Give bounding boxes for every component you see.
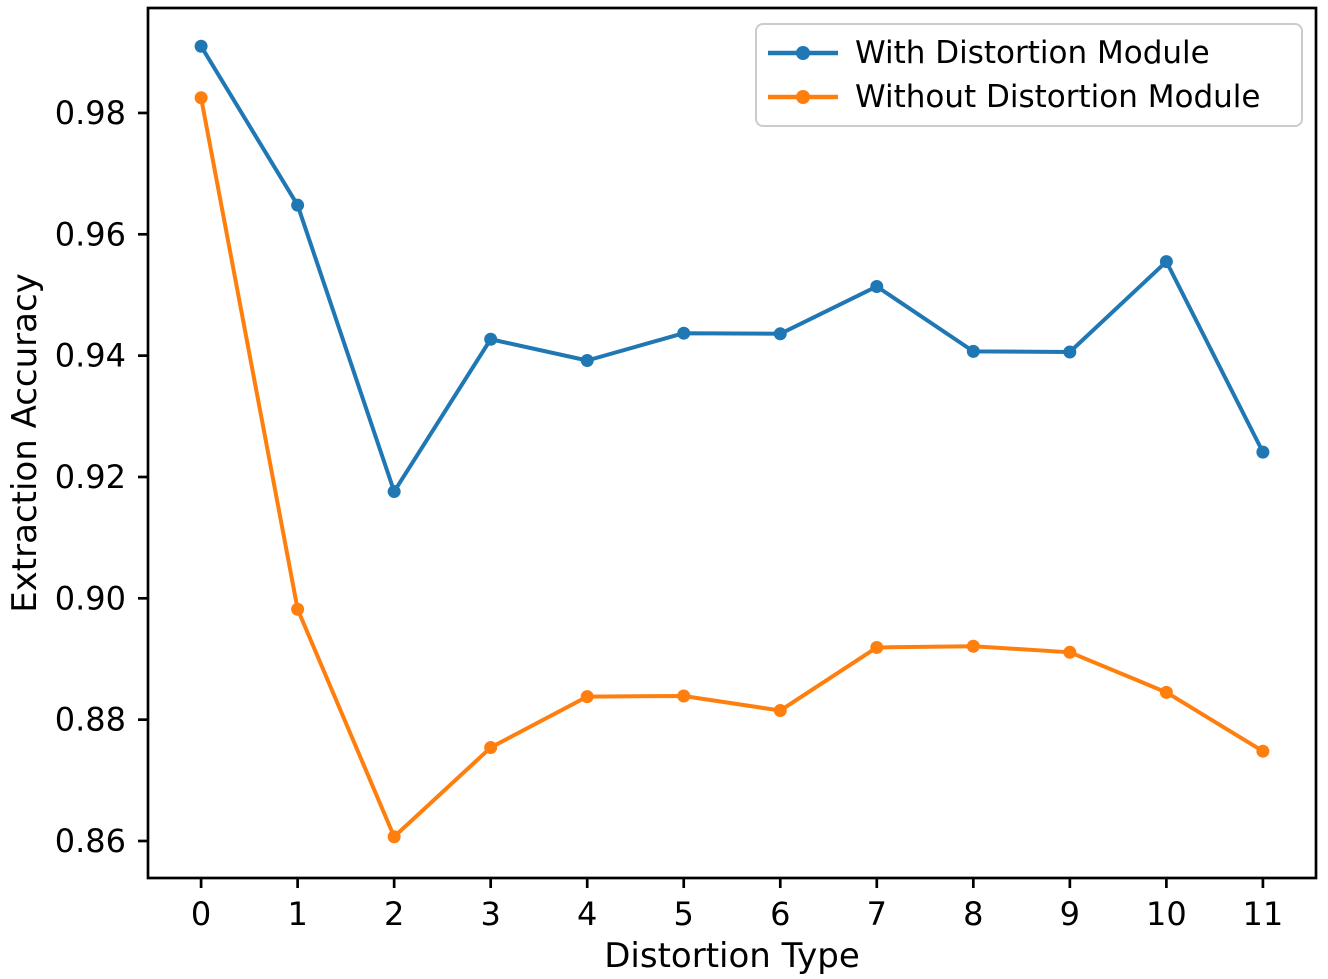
- series-line-with-distortion-module: [199, 44, 1265, 494]
- x-tick-label: 7: [867, 895, 887, 933]
- y-tick-label: 0.90: [55, 579, 126, 617]
- legend-item-without-distortion-module: Without Distortion Module: [765, 78, 1301, 115]
- x-tick-label: 0: [191, 895, 211, 933]
- data-point-without-distortion-module: [580, 690, 594, 704]
- data-point-with-distortion-module: [387, 485, 401, 499]
- y-tick-label: 0.88: [55, 701, 126, 739]
- x-tick-label: 9: [1060, 895, 1080, 933]
- legend-label: With Distortion Module: [855, 35, 1210, 72]
- data-point-without-distortion-module: [773, 704, 787, 718]
- data-point-without-distortion-module: [387, 830, 401, 844]
- y-tick-label: 0.92: [55, 458, 126, 496]
- data-point-without-distortion-module: [966, 639, 980, 653]
- series-line-without-distortion-module: [199, 95, 1265, 839]
- legend: With Distortion Module Without Distortio…: [755, 23, 1303, 127]
- data-point-with-distortion-module: [966, 344, 980, 358]
- x-tick-label: 4: [577, 895, 597, 933]
- x-tick-label: 10: [1146, 895, 1187, 933]
- y-axis-ticks: 0.86 0.88 0.90 0.92 0.94 0.96 0.98: [55, 94, 148, 860]
- data-point-without-distortion-module: [870, 640, 884, 654]
- data-point-without-distortion-module: [194, 91, 208, 105]
- x-axis-ticks: 0 1 2 3 4 5 6 7 8 9 10 11: [191, 878, 1283, 933]
- data-point-with-distortion-module: [194, 39, 208, 53]
- data-point-without-distortion-module: [1063, 645, 1077, 659]
- data-point-with-distortion-module: [1256, 445, 1270, 459]
- y-axis-label: Extraction Accuracy: [5, 273, 45, 613]
- x-tick-label: 6: [770, 895, 790, 933]
- x-tick-label: 11: [1243, 895, 1284, 933]
- legend-line-sample-without-distortion: [768, 89, 838, 104]
- legend-line-sample-with-distortion: [768, 46, 838, 61]
- y-tick-label: 0.98: [55, 94, 126, 132]
- y-tick-label: 0.94: [55, 337, 126, 375]
- data-point-with-distortion-module: [1063, 345, 1077, 359]
- data-point-with-distortion-module: [677, 326, 691, 340]
- legend-label: Without Distortion Module: [855, 78, 1261, 115]
- data-point-with-distortion-module: [291, 198, 305, 212]
- x-tick-label: 1: [287, 895, 307, 933]
- x-tick-label: 3: [480, 895, 500, 933]
- data-point-with-distortion-module: [773, 327, 787, 341]
- data-point-with-distortion-module: [484, 332, 498, 346]
- plot-frame: [146, 6, 1318, 880]
- x-tick-label: 5: [674, 895, 694, 933]
- data-point-without-distortion-module: [677, 689, 691, 703]
- y-tick-label: 0.86: [55, 822, 126, 860]
- series-group: [194, 39, 1270, 844]
- x-tick-label: 8: [963, 895, 983, 933]
- data-point-with-distortion-module: [580, 353, 594, 367]
- data-point-with-distortion-module: [1159, 255, 1173, 269]
- x-tick-label: 2: [384, 895, 404, 933]
- data-point-without-distortion-module: [484, 741, 498, 755]
- data-point-without-distortion-module: [1159, 685, 1173, 699]
- x-axis-label: Distortion Type: [604, 936, 859, 976]
- legend-item-with-distortion-module: With Distortion Module: [765, 35, 1301, 72]
- data-point-with-distortion-module: [870, 279, 884, 293]
- data-point-without-distortion-module: [1256, 744, 1270, 758]
- y-tick-label: 0.96: [55, 215, 126, 253]
- data-point-without-distortion-module: [291, 602, 305, 616]
